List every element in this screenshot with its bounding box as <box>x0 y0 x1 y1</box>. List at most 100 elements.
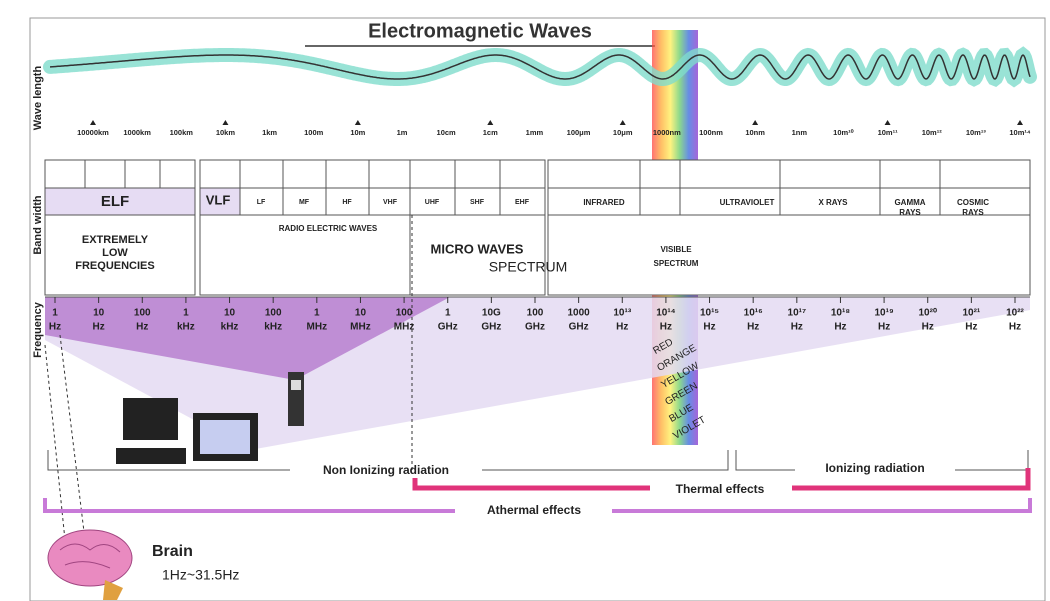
elf-cell <box>44 187 196 216</box>
frequency-value: 10¹⁴ <box>656 308 675 319</box>
athermal-bar <box>43 498 455 513</box>
wavelength-tick <box>90 120 96 125</box>
frequency-unit: Hz <box>747 322 759 333</box>
frequency-unit: Hz <box>1009 322 1021 333</box>
frequency-unit: Hz <box>616 322 628 333</box>
frequency-unit: GHz <box>481 322 501 333</box>
frequency-unit: Hz <box>660 322 672 333</box>
wavelength-label: 1000km <box>123 128 151 137</box>
axis-label: Wave length <box>32 66 44 131</box>
band-label: VHF <box>383 199 398 206</box>
frequency-unit: GHz <box>438 322 458 333</box>
cells <box>45 160 1030 216</box>
box <box>199 159 411 296</box>
radio-area <box>45 297 450 380</box>
band-label: LF <box>257 199 266 206</box>
frequency-value: 10²² <box>1006 308 1024 319</box>
frequency-unit: MHz <box>394 322 415 333</box>
frequency-value: 10G <box>482 308 501 319</box>
frequency-value: 100 <box>527 308 544 319</box>
band-label: X RAYS <box>818 198 848 207</box>
frequency-unit: GHz <box>525 322 545 333</box>
frequency-unit: kHz <box>264 322 282 333</box>
tv-screen <box>200 420 250 454</box>
band-label: ULTRAVIOLET <box>720 198 775 207</box>
band-label: GAMMA RAYS <box>894 198 925 217</box>
frequency-unit: MHz <box>350 322 371 333</box>
monitor <box>123 398 178 440</box>
radiation-label: Thermal effects <box>676 482 765 496</box>
wavelength-label: 1nm <box>792 128 808 137</box>
band-label: HF <box>342 199 352 206</box>
band-label: INFRARED <box>583 198 625 207</box>
frequency-labels: 1 Hz 10 Hz 100 Hz 1 kHz 10 kHz 100 kHz 1 MHz 10 MHz 100 M… <box>49 297 1025 333</box>
wavelength-label: 1km <box>262 128 277 137</box>
frequency-value: 1 <box>183 308 189 319</box>
frame <box>29 17 1046 601</box>
wavelength-label: 10m¹¹ <box>878 128 899 137</box>
wavelength-label: 10m¹³ <box>966 128 987 137</box>
wavelength-label: 10cm <box>437 128 457 137</box>
wavelength-label: 100μm <box>567 128 591 137</box>
frequency-value: 1000 <box>568 308 591 319</box>
athermal-bar <box>612 498 1032 513</box>
radiation-label: Non Ionizing radiation <box>323 463 449 477</box>
frequency-value: 10²¹ <box>962 308 980 319</box>
dashed-line <box>44 344 66 541</box>
wavelength-label: 1000nm <box>653 128 681 137</box>
frequency-value: 10¹⁷ <box>788 308 807 319</box>
frequency-unit: Hz <box>791 322 803 333</box>
axis-label: Band width <box>32 195 44 255</box>
wavelength-label: 10m¹⁴ <box>1009 128 1031 137</box>
frequency-value: 10¹³ <box>613 308 631 319</box>
wavelength-label: 10km <box>216 128 236 137</box>
band-label: RADIO ELECTRIC WAVES <box>279 224 378 233</box>
phone-screen <box>291 380 301 390</box>
dashed-line <box>59 334 86 541</box>
frequency-unit: kHz <box>177 322 195 333</box>
frequency-unit: Hz <box>878 322 890 333</box>
frequency-unit: GHz <box>569 322 589 333</box>
frequency-value: 100 <box>134 308 151 319</box>
computer <box>116 448 186 464</box>
frequency-value: 10¹⁹ <box>874 308 893 319</box>
thermal-bar <box>412 478 650 491</box>
wavelength-tick <box>222 120 229 125</box>
band-label: MF <box>299 199 310 206</box>
frequency-unit: Hz <box>49 322 61 333</box>
wavelength-tick <box>354 120 361 125</box>
frequency-value: 1 <box>52 308 58 319</box>
wavelength-label: 100m <box>304 128 324 137</box>
frequency-unit: Hz <box>922 322 934 333</box>
frequency-unit: Hz <box>965 322 977 333</box>
box <box>547 159 1031 296</box>
band-label: VISIBLE SPECTRUM <box>654 245 699 268</box>
axis-label: Frequency <box>32 301 44 358</box>
band-label: VLF <box>206 192 231 207</box>
band-label: EHF <box>515 199 530 206</box>
frequency-value: 10¹⁶ <box>744 308 763 319</box>
title: Electromagnetic Waves <box>368 20 592 42</box>
wavelength-label: 10m¹² <box>922 128 943 137</box>
band-label: ELF <box>101 193 129 210</box>
frequency-value: 100 <box>396 308 413 319</box>
box <box>44 159 196 296</box>
frequency-unit: kHz <box>221 322 239 333</box>
wavelength-label: 10m <box>350 128 365 137</box>
radiation-label: Athermal effects <box>487 503 581 517</box>
band-label: SHF <box>470 199 485 206</box>
wavelength-label: 10000km <box>77 128 109 137</box>
bracket <box>482 450 729 471</box>
wavelength-label: 100nm <box>699 128 723 137</box>
band-label: MICRO WAVES <box>431 241 524 256</box>
wavelength-tick <box>752 120 759 125</box>
frequency-value: 10 <box>224 308 236 319</box>
frequency-unit: Hz <box>703 322 715 333</box>
wave <box>43 46 1037 88</box>
wavelength-label: 10μm <box>613 128 633 137</box>
frequency-value: 100 <box>265 308 282 319</box>
bracket <box>47 450 290 471</box>
frequency-value: 10 <box>355 308 367 319</box>
frequency-unit: MHz <box>307 322 328 333</box>
